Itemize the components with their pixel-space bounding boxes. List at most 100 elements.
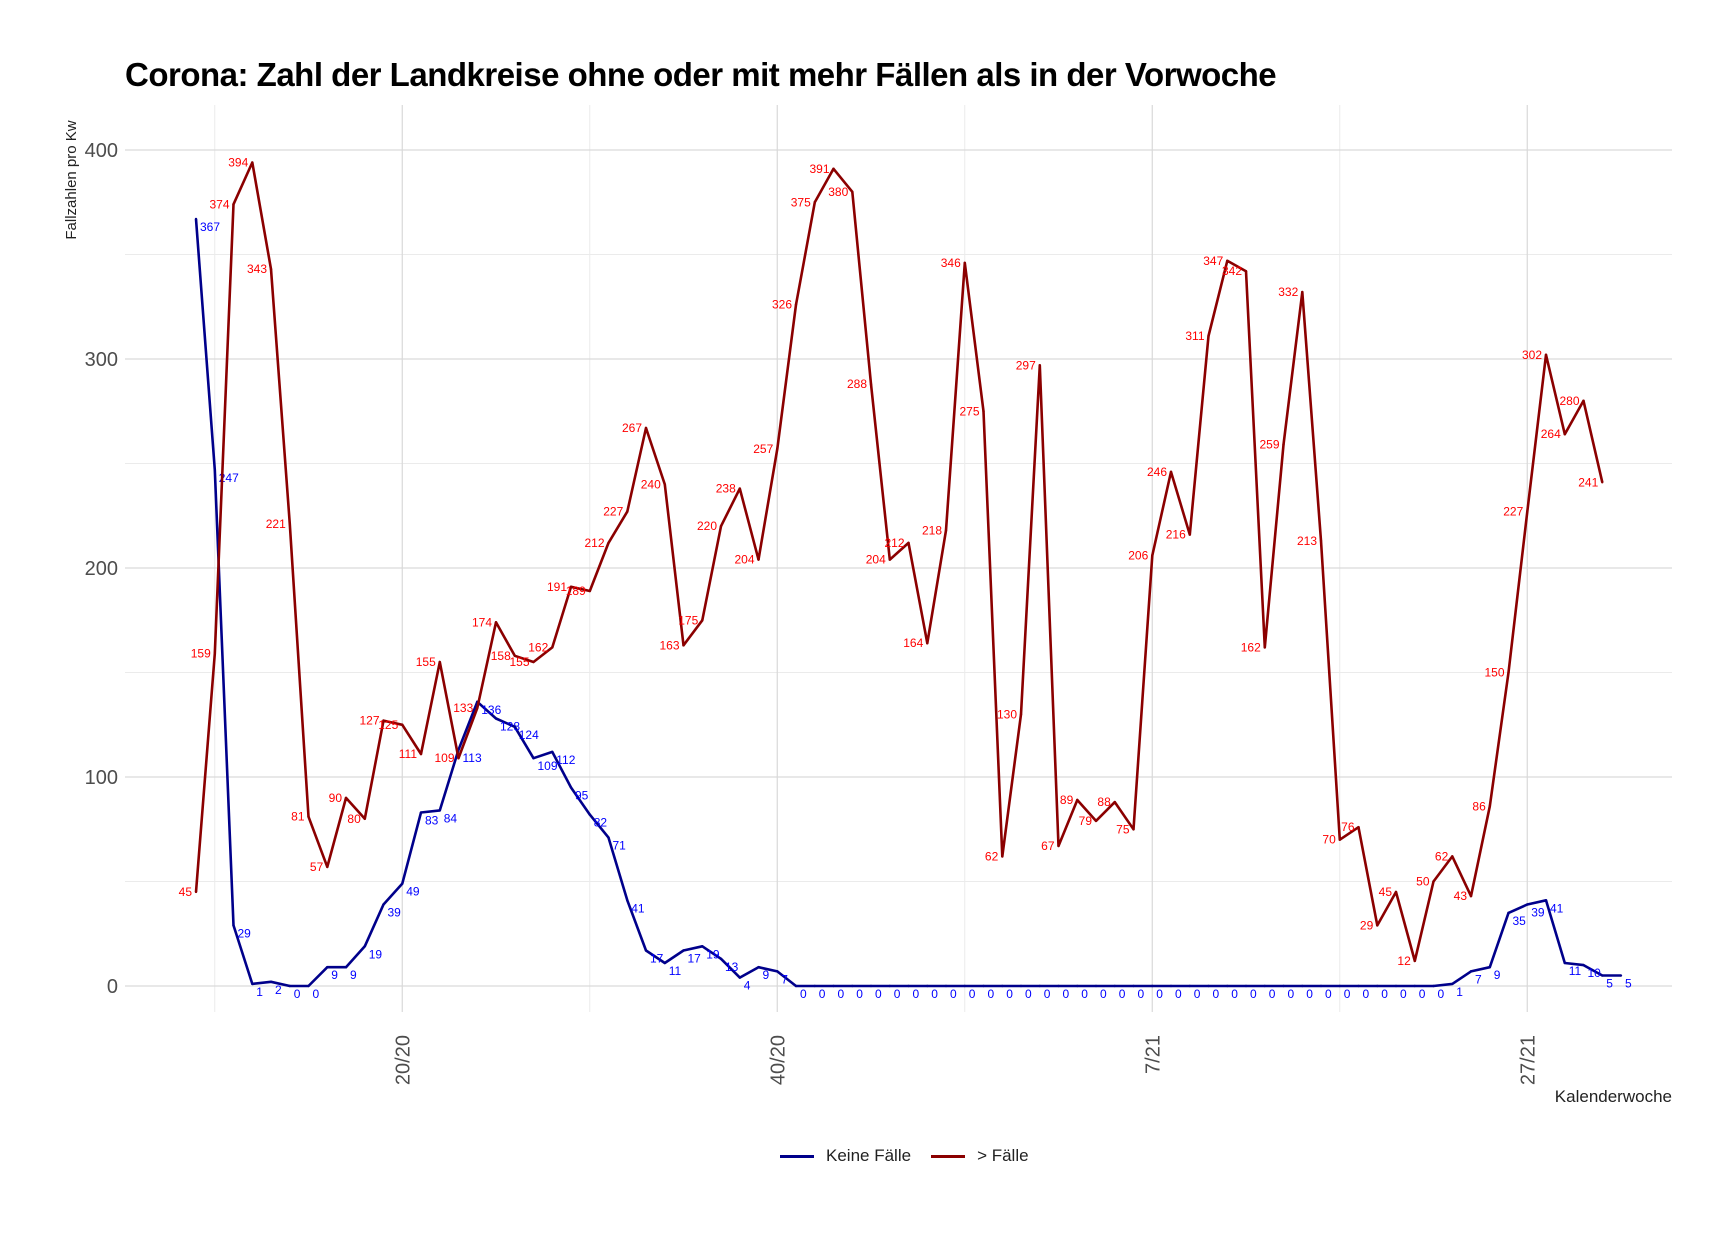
data-label: 57	[310, 860, 324, 874]
data-point	[401, 723, 404, 726]
x-tick-label: 40/20	[767, 1035, 789, 1085]
data-point	[1207, 334, 1210, 338]
data-label: 70	[1322, 833, 1336, 847]
data-point	[663, 483, 666, 486]
data-label: 113	[463, 751, 482, 765]
data-point	[1582, 963, 1585, 967]
data-label: 83	[425, 814, 439, 828]
data-label: 240	[641, 477, 661, 491]
data-point	[194, 217, 198, 221]
data-point	[1563, 433, 1566, 436]
data-point	[1526, 903, 1529, 906]
data-point	[944, 529, 948, 532]
data-point	[1357, 984, 1360, 988]
data-point	[1301, 290, 1304, 294]
data-label: 221	[266, 517, 286, 531]
data-point	[626, 510, 629, 513]
data-point	[494, 717, 498, 720]
data-label: 0	[819, 987, 826, 1001]
data-point	[401, 882, 404, 885]
data-point	[851, 190, 854, 193]
data-label: 17	[688, 951, 702, 965]
data-label: 0	[1419, 987, 1426, 1001]
data-label: 212	[884, 536, 904, 550]
data-label: 50	[1416, 875, 1430, 889]
data-label: 79	[1079, 814, 1093, 828]
data-label: 80	[347, 812, 361, 826]
data-point	[907, 984, 910, 988]
x-tick-label: 20/20	[392, 1035, 414, 1085]
data-point	[307, 815, 310, 818]
data-label: 391	[809, 162, 829, 176]
data-label: 82	[594, 816, 608, 830]
data-label: 0	[1306, 987, 1313, 1001]
data-label: 247	[219, 471, 239, 485]
data-point	[532, 756, 535, 760]
series-line-keine-faelle	[194, 218, 1621, 988]
data-label: 49	[406, 885, 420, 899]
data-point	[1076, 798, 1079, 802]
data-label: 259	[1259, 438, 1279, 452]
data-point	[907, 541, 910, 545]
data-point	[1169, 984, 1173, 988]
data-label: 0	[950, 987, 957, 1001]
data-point	[213, 652, 216, 655]
data-label: 0	[313, 987, 320, 1001]
data-label: 267	[622, 421, 642, 435]
data-label: 13	[725, 960, 739, 974]
data-label: 0	[1100, 987, 1107, 1001]
data-point	[232, 203, 235, 206]
data-point	[1113, 984, 1116, 988]
data-point	[1094, 819, 1098, 823]
data-point	[738, 976, 741, 979]
data-label: 0	[1231, 987, 1238, 1001]
data-point	[1057, 844, 1060, 848]
data-point	[719, 957, 723, 961]
data-point	[757, 965, 760, 969]
data-label: 0	[931, 987, 938, 1001]
data-label: 212	[584, 536, 604, 550]
data-label: 76	[1341, 820, 1355, 834]
data-point	[644, 949, 648, 952]
y-tick-label: 400	[85, 140, 118, 162]
data-point	[1282, 443, 1285, 446]
data-point	[1132, 984, 1135, 988]
data-label: 41	[631, 901, 645, 915]
data-point	[457, 756, 460, 760]
data-label: 0	[1006, 987, 1013, 1001]
data-label: 227	[603, 505, 623, 519]
data-point	[1319, 539, 1323, 543]
data-label: 124	[519, 728, 539, 742]
data-point	[1132, 828, 1135, 831]
data-label: 127	[359, 714, 379, 728]
y-tick-label: 100	[85, 767, 118, 789]
data-point	[288, 522, 291, 526]
series-line-mehr-faelle	[194, 161, 1604, 963]
data-label: 112	[556, 753, 575, 767]
data-label: 0	[1138, 987, 1145, 1001]
data-point	[232, 924, 235, 927]
data-label: 206	[1128, 548, 1148, 562]
data-point	[1001, 984, 1004, 988]
data-point	[1376, 984, 1379, 988]
data-label: 0	[1381, 987, 1388, 1001]
data-point	[513, 654, 516, 657]
data-label: 67	[1041, 839, 1055, 853]
data-point	[1526, 510, 1529, 513]
data-label: 375	[791, 195, 811, 209]
data-label: 71	[613, 839, 627, 853]
data-point	[1413, 984, 1416, 988]
data-point	[1263, 984, 1266, 988]
data-point	[701, 945, 704, 948]
chart-title: Corona: Zahl der Landkreise ohne oder mi…	[125, 56, 1277, 93]
data-point	[1113, 800, 1116, 804]
data-label: 130	[997, 707, 1017, 721]
data-point	[1507, 671, 1510, 674]
data-label: 75	[1116, 822, 1130, 836]
data-label: 19	[706, 947, 720, 961]
data-point	[1376, 924, 1379, 927]
data-label: 17	[650, 951, 664, 965]
data-label: 0	[875, 987, 882, 1001]
data-label: 162	[1241, 640, 1261, 654]
